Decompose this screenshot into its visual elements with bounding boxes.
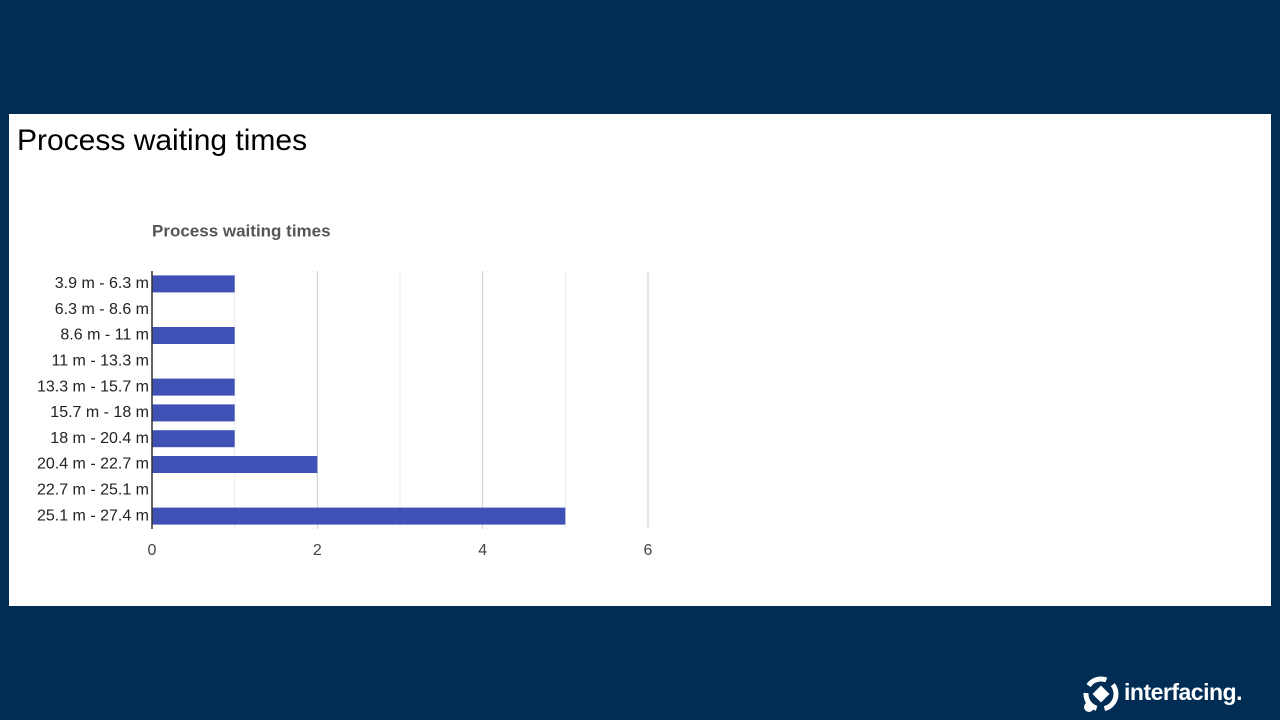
- x-tick-label: 2: [313, 542, 322, 559]
- bar: [152, 404, 235, 422]
- y-tick-label: 18 m - 20.4 m: [50, 430, 149, 447]
- x-tick-label: 6: [644, 542, 653, 559]
- x-tick-label: 4: [478, 542, 487, 559]
- chart: Process waiting times 0 2 4 6 3.9 m - 6.3 m 6…: [37, 221, 653, 559]
- panel: Process waiting times Process waiting ti…: [9, 114, 1271, 606]
- y-tick-label: 8.6 m - 11 m: [60, 327, 149, 344]
- x-tick-label: 0: [148, 542, 157, 559]
- bar: [152, 456, 318, 473]
- bar: [152, 327, 235, 344]
- y-tick-label: 15.7 m - 18 m: [50, 404, 149, 421]
- chart-title: Process waiting times: [152, 221, 331, 240]
- panel-title: Process waiting times: [17, 124, 308, 157]
- logo: interfacing.: [1080, 673, 1260, 717]
- logo-icon: [1083, 676, 1119, 712]
- bar: [152, 430, 235, 448]
- y-tick-label: 25.1 m - 27.4 m: [37, 507, 149, 524]
- bar: [152, 275, 235, 293]
- y-tick-label: 3.9 m - 6.3 m: [55, 275, 149, 292]
- y-tick-label: 22.7 m - 25.1 m: [37, 482, 149, 499]
- bar: [152, 378, 235, 396]
- y-tick-label: 6.3 m - 8.6 m: [55, 301, 149, 318]
- logo-text: interfacing.: [1124, 679, 1242, 705]
- y-tick-label: 11 m - 13.3 m: [51, 353, 149, 370]
- y-tick-label: 13.3 m - 15.7 m: [37, 378, 149, 395]
- y-tick-label: 20.4 m - 22.7 m: [37, 456, 149, 473]
- bar: [152, 507, 566, 525]
